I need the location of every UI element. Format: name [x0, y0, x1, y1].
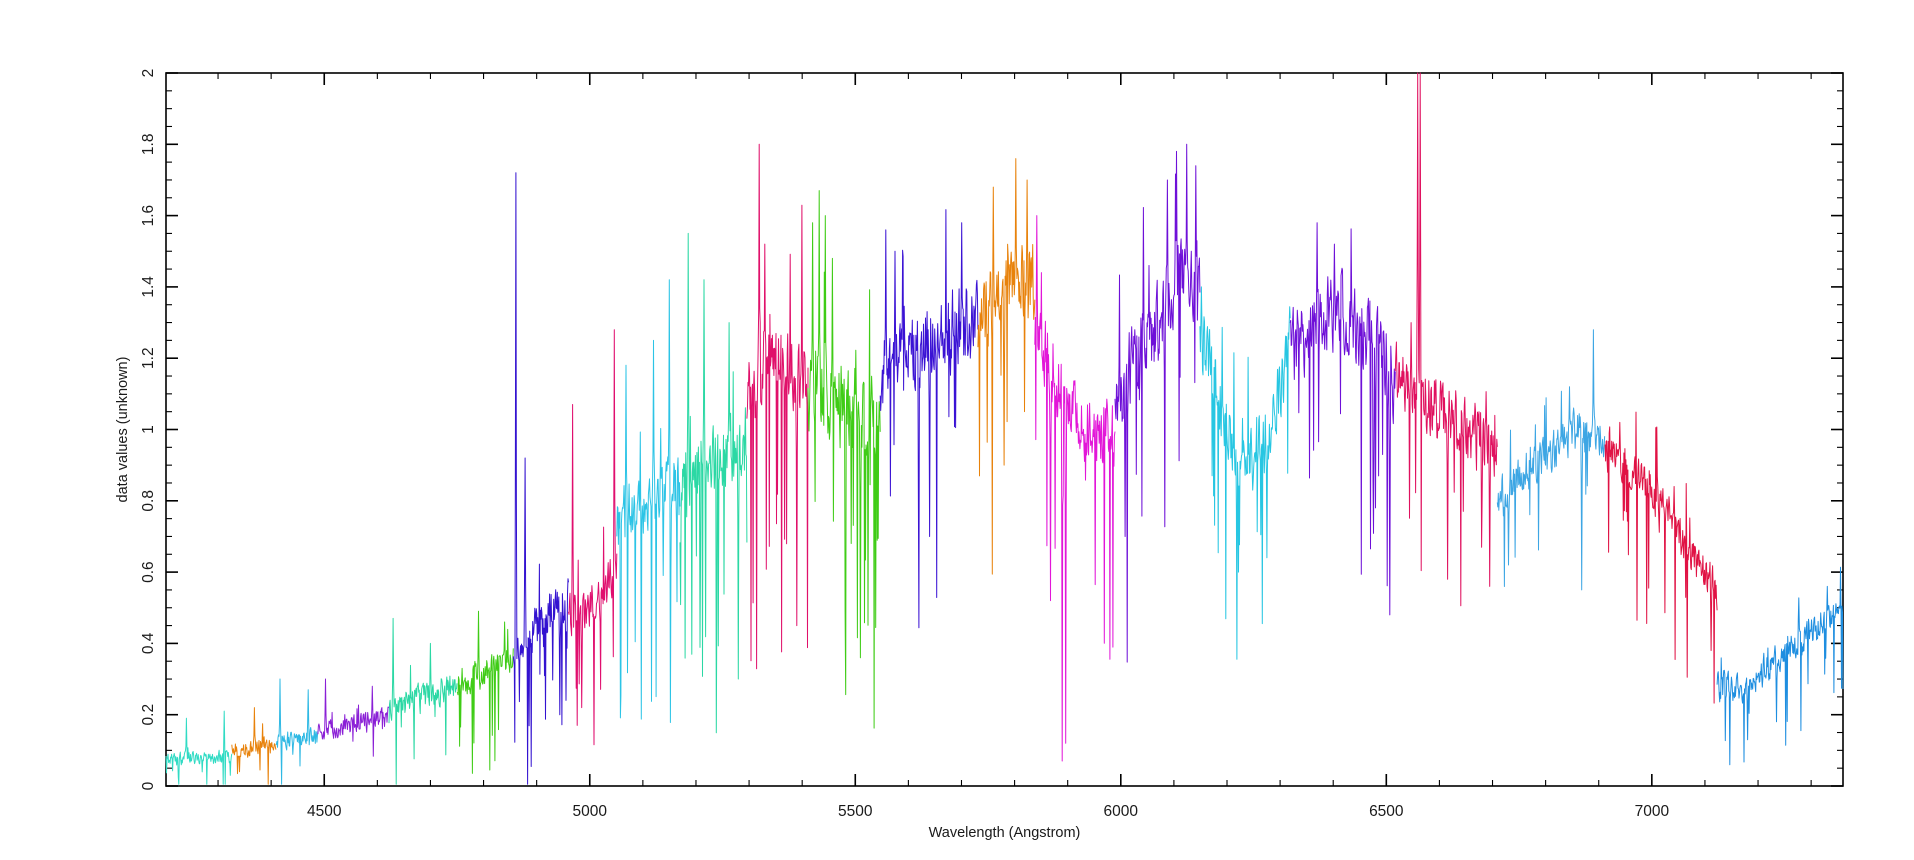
- spectrum-segment-order-05: [388, 617, 458, 785]
- spectrum-segment-order-10: [679, 232, 748, 734]
- x-axis-title: Wavelength (Angstrom): [929, 825, 1081, 841]
- spectrum-segment-order-17: [1199, 286, 1291, 660]
- spectrum-segment-order-14: [977, 158, 1036, 575]
- spectrum-segment-order-06: [456, 610, 514, 774]
- x-tick-label: 6000: [1104, 803, 1139, 820]
- y-tick-label: 0.6: [140, 561, 157, 583]
- spectrum-segment-order-22: [1716, 566, 1844, 766]
- spectrum-segment-order-13: [879, 209, 979, 629]
- spectrum-segment-order-12: [807, 190, 881, 729]
- y-tick-label: 1: [140, 425, 157, 434]
- y-tick-label: 1.2: [140, 347, 157, 369]
- y-tick-label: 2: [140, 69, 157, 78]
- spectrum-segment-order-09: [616, 279, 681, 723]
- x-tick-label: 5000: [573, 803, 608, 820]
- spectrum-segment-order-11: [746, 143, 809, 670]
- x-tick-label: 4500: [307, 803, 342, 820]
- spectrum-segment-order-21: [1604, 411, 1718, 704]
- y-tick-label: 0.8: [140, 490, 157, 512]
- y-axis-title: data values (unknown): [115, 357, 131, 503]
- spectrum-segment-order-19: [1394, 72, 1498, 607]
- y-tick-label: 0: [140, 781, 157, 790]
- spectrum-segment-order-15: [1034, 215, 1116, 762]
- spectrum-segment-order-20: [1496, 329, 1606, 591]
- spectrum-segment-order-08: [568, 329, 618, 746]
- y-tick-label: 1.4: [140, 276, 157, 298]
- y-tick-label: 1.8: [140, 134, 157, 156]
- spectrum-segment-order-03: [275, 678, 319, 785]
- spectrum-segment-order-07: [512, 172, 569, 785]
- spectrum-segment-order-16: [1114, 143, 1201, 663]
- x-tick-label: 5500: [838, 803, 873, 820]
- y-tick-label: 0.2: [140, 704, 157, 726]
- y-tick-label: 1.6: [140, 205, 157, 227]
- x-tick-label: 6500: [1369, 803, 1404, 820]
- x-tick-label: 7000: [1635, 803, 1670, 820]
- y-tick-label: 0.4: [140, 632, 157, 654]
- spectrum-segment-order-02: [231, 707, 277, 785]
- spectrum-segment-order-18: [1289, 222, 1396, 616]
- spectrum-segment-order-04: [317, 678, 390, 757]
- spectrum-segment-order-01: [165, 710, 233, 785]
